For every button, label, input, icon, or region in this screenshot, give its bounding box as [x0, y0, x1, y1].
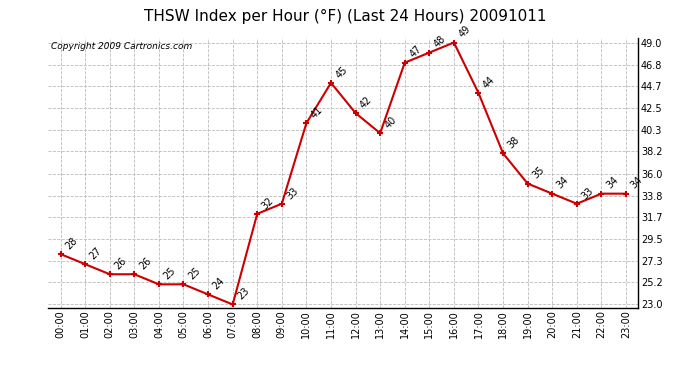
Text: 49: 49 — [457, 24, 473, 40]
Text: 26: 26 — [112, 256, 128, 272]
Text: 26: 26 — [137, 256, 153, 272]
Text: 33: 33 — [580, 185, 595, 201]
Text: 35: 35 — [531, 165, 546, 181]
Text: 23: 23 — [235, 286, 251, 302]
Text: 24: 24 — [211, 276, 227, 292]
Text: 34: 34 — [555, 175, 571, 191]
Text: 48: 48 — [432, 34, 448, 50]
Text: 25: 25 — [186, 266, 202, 282]
Text: 27: 27 — [88, 246, 104, 261]
Text: 47: 47 — [408, 44, 424, 60]
Text: THSW Index per Hour (°F) (Last 24 Hours) 20091011: THSW Index per Hour (°F) (Last 24 Hours)… — [144, 9, 546, 24]
Text: 38: 38 — [506, 135, 522, 151]
Text: 44: 44 — [481, 74, 497, 90]
Text: 34: 34 — [604, 175, 620, 191]
Text: Copyright 2009 Cartronics.com: Copyright 2009 Cartronics.com — [51, 42, 193, 51]
Text: 28: 28 — [63, 236, 79, 251]
Text: 45: 45 — [334, 64, 350, 80]
Text: 32: 32 — [260, 195, 276, 211]
Text: 41: 41 — [309, 105, 325, 120]
Text: 34: 34 — [629, 175, 644, 191]
Text: 33: 33 — [284, 185, 300, 201]
Text: 42: 42 — [358, 94, 374, 110]
Text: 25: 25 — [161, 266, 177, 282]
Text: 40: 40 — [383, 115, 399, 130]
